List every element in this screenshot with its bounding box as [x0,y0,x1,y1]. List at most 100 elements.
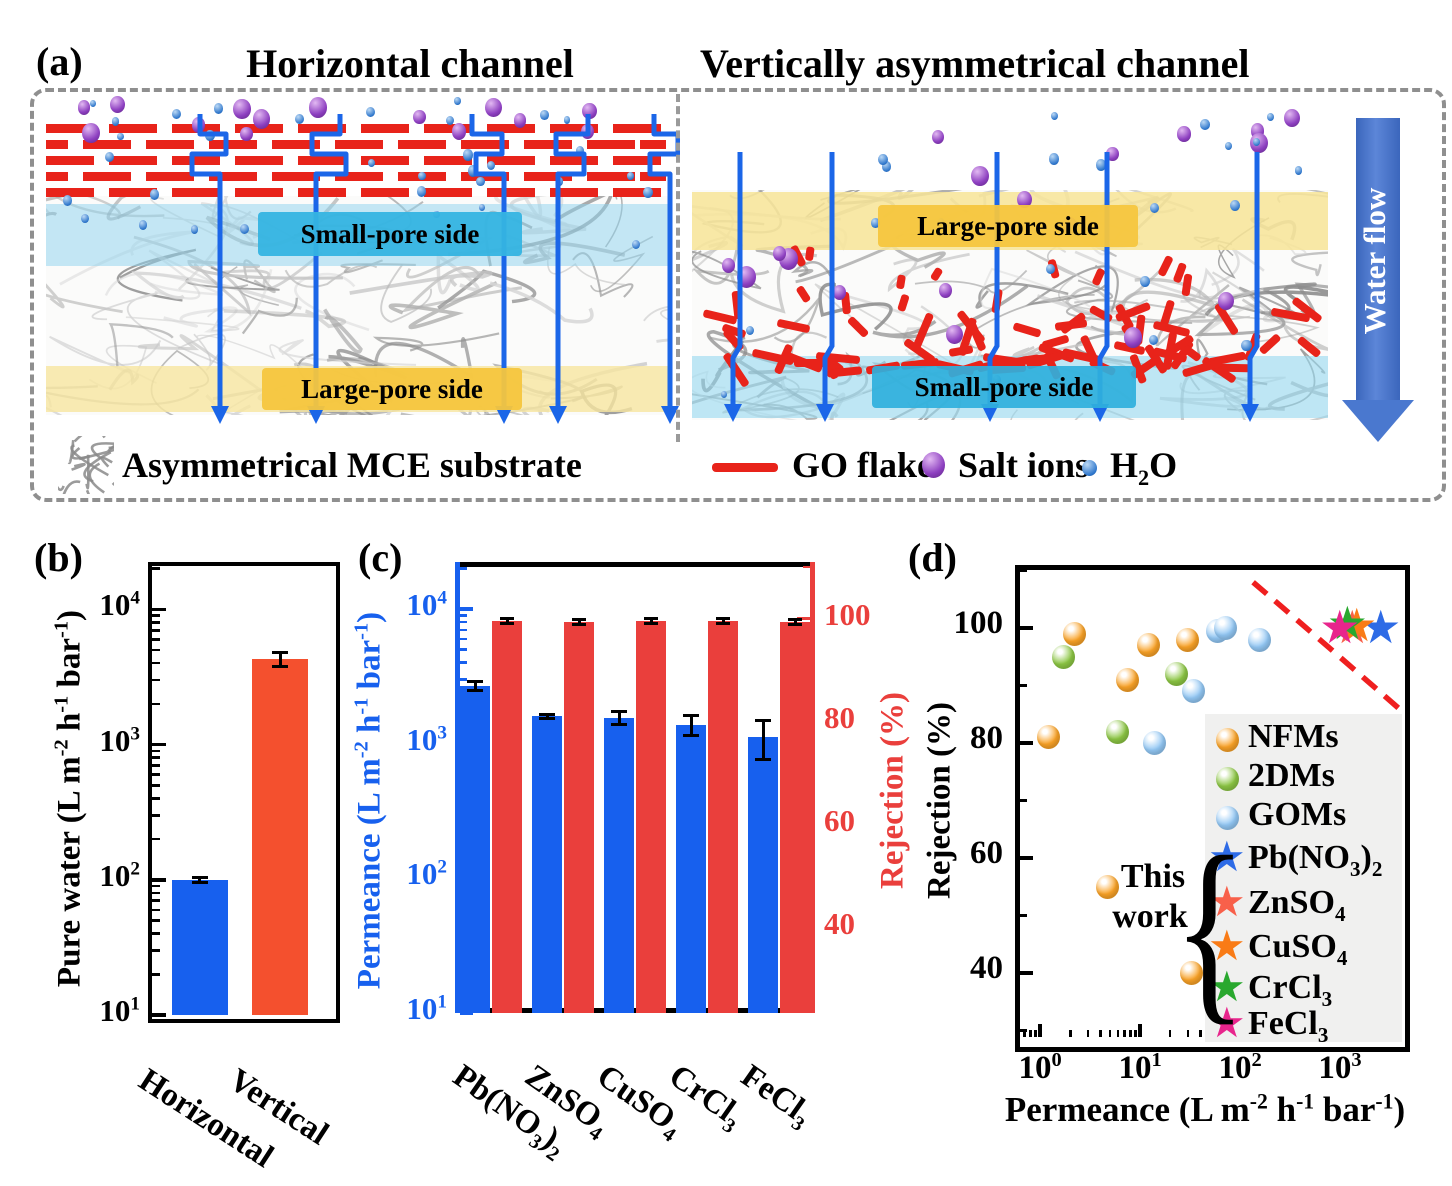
right-tick-label: 100 [824,596,871,632]
y-minor-tick [152,908,160,912]
water-molecule [540,109,549,120]
water-flow-label: Water flow [1357,187,1392,335]
y-minor-tick [1020,569,1027,572]
water-molecule [368,159,376,168]
error-bar-cap [788,622,802,626]
water-molecule [476,176,485,187]
error-bar-cap [272,664,289,668]
y-minor-tick [152,973,160,976]
error-bar-line [278,652,282,667]
scatter-point-NFMs [1176,627,1200,652]
panel-c-left-axis [455,562,460,1013]
salt-ion [513,113,527,128]
error-bar-cap [191,880,208,884]
x-minor-tick [1034,1030,1037,1037]
left-minor-tick [460,648,467,651]
error-bar-cap [572,622,586,626]
x-minor-tick [1016,1030,1020,1037]
scatter-point-GOMs [1143,731,1167,756]
error-bar-cap [500,622,514,626]
x-minor-tick [1134,1030,1137,1037]
legend-marker-CuSO_4_: ★ [1208,921,1246,970]
legend-substrate-label: Asymmetrical MCE substrate [122,445,582,485]
y-major-tick [152,607,166,612]
water-molecule [1048,152,1060,165]
y-major-tick [152,878,166,882]
upper-bound-line [1251,580,1400,711]
x-minor-tick [1029,1030,1032,1037]
left-tick-label: 102 [406,856,447,892]
salt-ion [252,109,270,129]
scatter-point-NFMs [1180,961,1204,986]
y-tick-label: 104 [99,587,140,623]
legend-marker-2DMs [1216,767,1239,791]
error-bar-line [689,715,693,736]
scatter-star-Pb(NO_3_)_2_: ★ [1360,599,1402,654]
legend-label-CuSO_4_: CuSO4 [1248,928,1348,970]
panel-c-ylabel-left: Permeance (L m-2 h-1 bar-1) [350,611,388,990]
water-molecule [1294,166,1303,175]
salt-ion [722,258,736,273]
y-tick-label: 103 [99,722,140,758]
y-minor-tick [152,661,160,665]
legend-label-ZnSO_4_: ZnSO4 [1248,884,1346,926]
left-minor-tick [460,678,467,681]
small-pore-side-label-right: Small-pore side [872,366,1136,408]
small-pore-side-text: Small-pore side [300,218,480,249]
legend-marker-ZnSO_4_: ★ [1208,877,1246,926]
error-bar-cap [611,710,627,714]
water-molecule [1266,112,1274,121]
legend-label-FeCl_3_: FeCl3 [1248,1005,1329,1047]
right-major-tick [797,616,810,621]
water-molecule [1095,159,1106,171]
panel-b-frame [148,562,340,1023]
error-bar-line [761,720,765,760]
left-minor-tick [460,567,467,570]
salt-ion [832,285,847,301]
go-flake-row [46,124,666,133]
panel-a-left-title: Horizontal channel [246,41,574,86]
y-tick-label: 102 [99,857,140,893]
y-minor-tick [1020,799,1027,802]
scatter-star-FeCl_3_: ★ [1319,599,1361,654]
scatter-point-NFMs [1095,874,1119,899]
water-molecule [881,161,892,172]
error-bar-cap [572,617,586,621]
y-tick-label: 80 [970,720,1003,757]
x-tick-label: 102 [1218,1049,1262,1086]
error-bar-line [617,711,621,725]
y-minor-tick [152,756,160,759]
scatter-point-NFMs [1036,725,1060,750]
error-bar-line [545,714,549,719]
error-bar-cap [191,875,208,879]
water-molecule [117,132,124,141]
y-minor-tick [152,884,160,888]
bar-vertical [252,658,309,1015]
large-pore-side-label-left: Large-pore side [262,368,522,410]
water-molecule [171,108,181,119]
salt-ion [240,126,253,142]
error-bar-cap [272,650,289,654]
salt-ion [309,97,328,118]
mce-substrate-icon [58,436,114,494]
panel-a-right-title: Vertically asymmetrical channel [700,41,1250,86]
scatter-point-GOMs [1181,679,1205,704]
y-tick-label: 101 [99,993,140,1028]
y-minor-tick [152,891,160,895]
water-molecule [643,186,654,198]
go-flake-row [46,140,666,149]
error-bar-cap [644,617,658,621]
y-minor-tick [152,702,160,706]
go-flake-stack [46,124,666,200]
permeance-bar [604,717,634,1013]
water-path-arrows-left [189,114,680,424]
water-molecule [418,171,427,181]
go-flake-row [46,156,666,165]
water-molecule [478,203,486,211]
left-tick-label: 103 [406,721,447,757]
left-minor-tick [460,661,467,664]
error-bar-cap [716,622,730,626]
small-pore-side-text-right: Small-pore side [914,371,1094,402]
salt-ion-icon [922,452,945,478]
